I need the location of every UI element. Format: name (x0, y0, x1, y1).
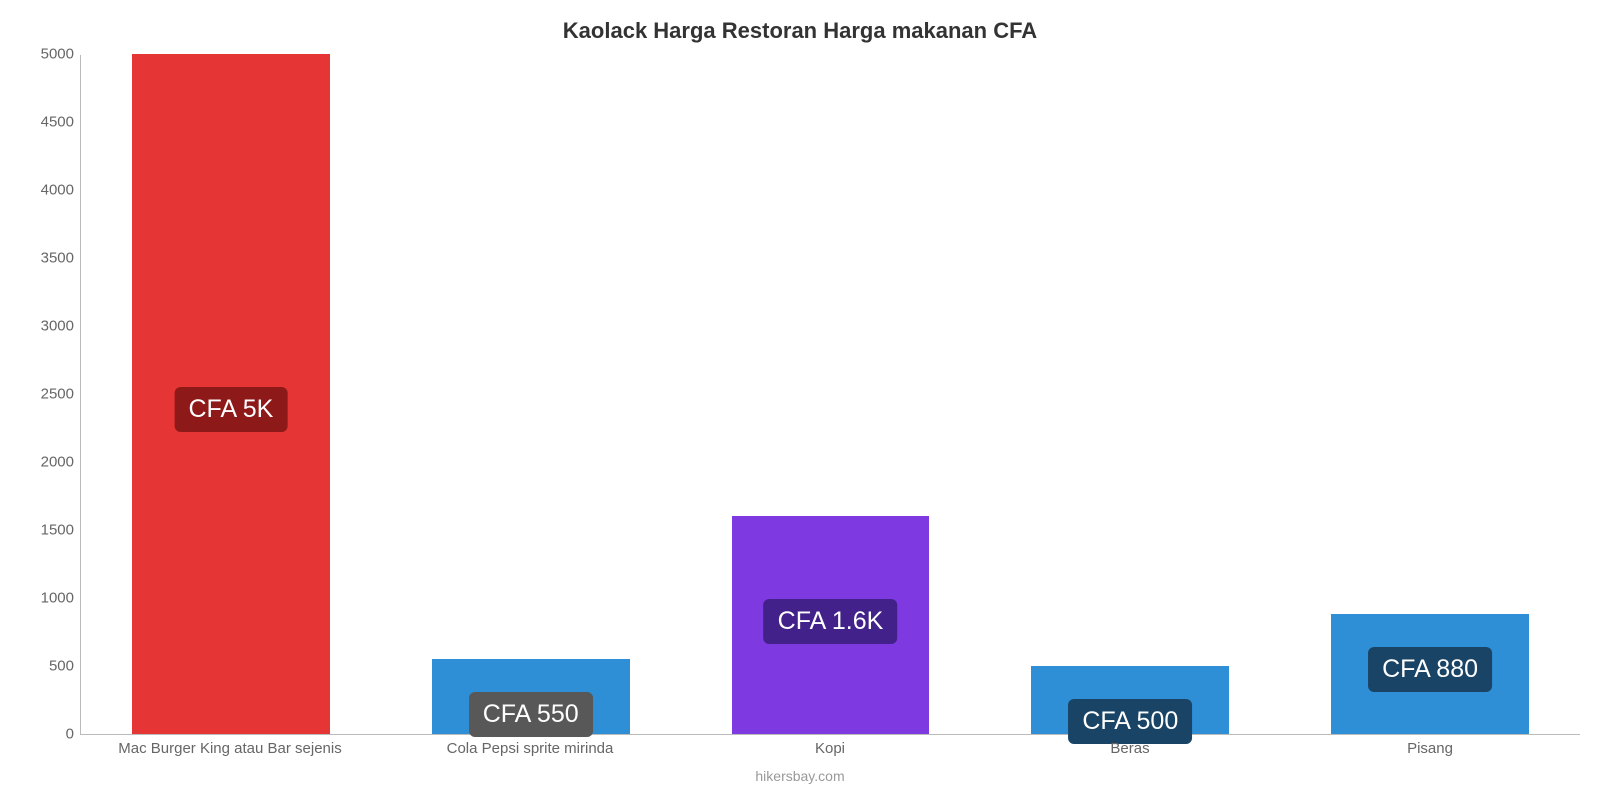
bar-slot: CFA 500 (980, 55, 1280, 734)
bar-value-label: CFA 500 (1068, 699, 1192, 744)
y-tick-label: 4500 (14, 114, 74, 131)
y-tick-label: 1500 (14, 522, 74, 539)
chart-title: Kaolack Harga Restoran Harga makanan CFA (0, 0, 1600, 44)
y-tick-label: 5000 (14, 46, 74, 63)
chart-container: Kaolack Harga Restoran Harga makanan CFA… (0, 0, 1600, 800)
y-tick-label: 1000 (14, 590, 74, 607)
bar-slot: CFA 1.6K (681, 55, 981, 734)
attribution-footer: hikersbay.com (0, 768, 1600, 784)
plot-area: CFA 5KCFA 550CFA 1.6KCFA 500CFA 880 0500… (80, 55, 1580, 735)
bar-value-label: CFA 880 (1368, 647, 1492, 692)
x-axis-label: Pisang (1280, 740, 1580, 757)
bar-slot: CFA 880 (1280, 55, 1580, 734)
bar-slot: CFA 5K (81, 55, 381, 734)
y-tick-label: 2500 (14, 386, 74, 403)
x-axis-label: Beras (980, 740, 1280, 757)
y-tick-label: 3000 (14, 318, 74, 335)
y-tick-label: 4000 (14, 182, 74, 199)
y-tick-label: 3500 (14, 250, 74, 267)
y-tick-label: 2000 (14, 454, 74, 471)
x-axis-label: Kopi (680, 740, 980, 757)
y-tick-label: 0 (14, 726, 74, 743)
bar-slot: CFA 550 (381, 55, 681, 734)
x-axis-label: Cola Pepsi sprite mirinda (380, 740, 680, 757)
y-tick-label: 500 (14, 658, 74, 675)
bar-value-label: CFA 5K (175, 387, 288, 432)
bars-group: CFA 5K CFA 550 CFA 1.6K CFA 500 CFA 880 (81, 55, 1580, 734)
bar-value-label: CFA 550 (469, 692, 593, 737)
x-axis-label: Mac Burger King atau Bar sejenis (80, 740, 380, 757)
bar-value-label: CFA 1.6K (764, 599, 898, 644)
x-axis-labels: Mac Burger King atau Bar sejenisCola Pep… (80, 740, 1580, 757)
